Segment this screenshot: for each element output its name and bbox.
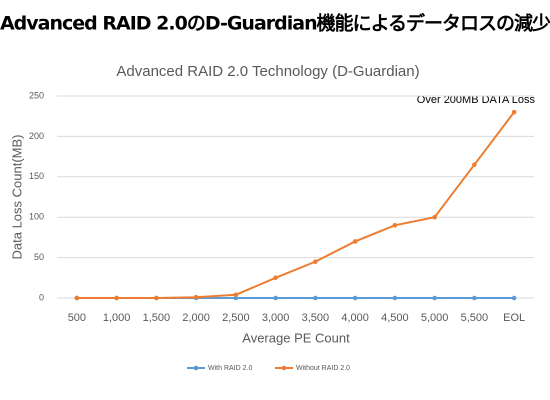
data-point bbox=[233, 292, 239, 298]
data-point bbox=[114, 295, 119, 301]
legend-label: Without RAID 2.0 bbox=[296, 365, 350, 372]
legend-marker bbox=[193, 365, 199, 371]
x-tick-label: 4,500 bbox=[381, 312, 409, 324]
data-point bbox=[472, 295, 477, 301]
legend-label: With RAID 2.0 bbox=[208, 365, 252, 372]
data-point bbox=[392, 295, 398, 301]
data-point bbox=[233, 295, 239, 301]
data-point bbox=[74, 295, 80, 301]
data-point bbox=[511, 109, 517, 115]
data-point bbox=[472, 162, 477, 167]
x-tick-label: 3,500 bbox=[302, 312, 330, 324]
y-tick-label: 0 bbox=[39, 292, 44, 302]
x-tick-label: 5,500 bbox=[461, 312, 489, 324]
y-tick-label: 100 bbox=[29, 212, 44, 222]
legend-marker bbox=[281, 365, 287, 371]
data-point bbox=[154, 295, 159, 301]
y-tick-label: 150 bbox=[29, 171, 44, 181]
x-tick-label: 5,000 bbox=[421, 312, 449, 324]
y-tick-label: 200 bbox=[29, 131, 44, 141]
data-point bbox=[273, 275, 278, 281]
chart-title: Advanced RAID 2.0 Technology (D-Guardian… bbox=[116, 63, 419, 80]
x-tick-label: 2,500 bbox=[222, 312, 250, 324]
data-point bbox=[511, 295, 517, 301]
annotation: Over 200MB DATA Loss bbox=[417, 94, 536, 106]
data-point bbox=[432, 214, 437, 220]
y-axis-label: Data Loss Count(MB) bbox=[9, 135, 24, 260]
data-point bbox=[313, 259, 318, 264]
x-tick-label: 500 bbox=[68, 312, 86, 324]
data-point bbox=[352, 239, 358, 244]
data-point bbox=[432, 295, 437, 301]
data-point bbox=[193, 294, 199, 300]
x-tick-label: EOL bbox=[503, 312, 525, 324]
x-tick-label: 2,000 bbox=[182, 312, 210, 324]
x-tick-label: 4,000 bbox=[341, 312, 369, 324]
x-tick-label: 1,000 bbox=[103, 312, 131, 324]
series-line bbox=[76, 111, 515, 299]
y-tick-label: 250 bbox=[29, 90, 44, 100]
y-tick-label: 50 bbox=[34, 252, 44, 262]
x-tick-label: 3,000 bbox=[262, 312, 290, 324]
data-point bbox=[352, 295, 358, 301]
x-axis-label: Average PE Count bbox=[242, 330, 350, 345]
data-point bbox=[392, 222, 398, 228]
data-point bbox=[313, 295, 318, 301]
x-tick-label: 1,500 bbox=[143, 312, 171, 324]
data-point bbox=[273, 295, 278, 301]
page-title: Advanced RAID 2.0のD-Guardian機能によるデータロスの減… bbox=[0, 12, 550, 35]
